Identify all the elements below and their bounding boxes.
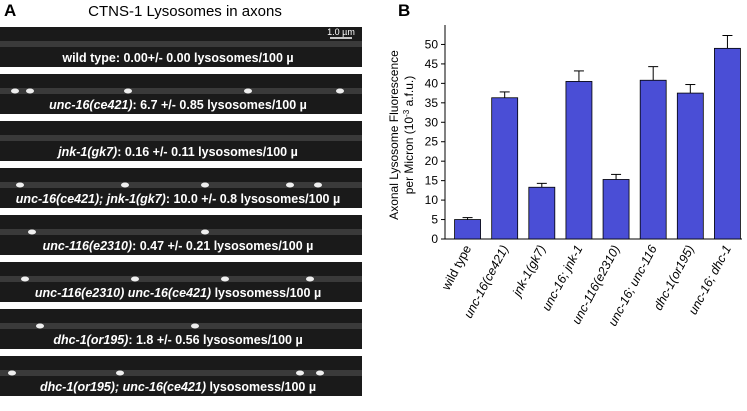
y-axis-label: per Micron (10-3 a.f.u.) (402, 76, 416, 195)
bar (639, 79, 667, 240)
lysosome-spot (36, 323, 44, 329)
bar (676, 92, 704, 240)
lysosome-spot (221, 276, 229, 282)
lysosome-spot (21, 276, 29, 282)
axon (0, 182, 362, 188)
strip-label: wild type: 0.00+/- 0.00 lysosomes/100 µ (61, 51, 293, 65)
lysosome-spot (201, 229, 209, 235)
strip-label: dhc-1(or195); unc-16(ce421) lysosomess/1… (40, 380, 316, 394)
panel-letter: A (4, 1, 16, 20)
bar (454, 219, 481, 240)
lysosome-spot (336, 88, 344, 94)
axon (0, 370, 362, 376)
gene-name: dhc-1(or195); unc-16(ce421) (40, 380, 206, 394)
strip-text: lysosomess/100 µ (206, 380, 316, 394)
y-label-part: a.f.u.) (402, 76, 416, 110)
lysosome-spot (16, 182, 24, 188)
lysosome-spot (314, 182, 322, 188)
strip-label: unc-16(ce421); jnk-1(gk7): 10.0 +/- 0.8 … (16, 192, 340, 206)
lysosome-spot (11, 88, 19, 94)
x-tick-label: wild type (439, 243, 475, 293)
y-label-sup: -3 (402, 109, 411, 117)
gene-name: dhc-1(or195) (53, 333, 128, 347)
bar (602, 179, 630, 240)
y-tick-label: 0 (431, 232, 438, 246)
panel-letter: B (398, 1, 410, 20)
gene-name: jnk-1(gk7) (56, 145, 117, 159)
axon (0, 41, 362, 47)
lysosome-spot (286, 182, 294, 188)
y-tick-label: 10 (425, 193, 439, 207)
y-tick-label: 5 (431, 213, 438, 227)
y-axis-label: Axonal Lysosome Fluorescence (387, 50, 401, 220)
strip-text: : 0.16 +/- 0.11 lysosomes/100 µ (117, 145, 298, 159)
y-tick-label: 35 (425, 96, 439, 110)
y-tick-label: 25 (425, 135, 439, 149)
lysosome-spot (316, 370, 324, 376)
lysosome-spot (191, 323, 199, 329)
axon (0, 88, 362, 94)
lysosome-spot (124, 88, 132, 94)
strip-label: unc-116(e2310): 0.47 +/- 0.21 lysosomes/… (43, 239, 314, 253)
strip-label: unc-116(e2310) unc-16(ce421) lysosomess/… (35, 286, 321, 300)
axon (0, 276, 362, 282)
bar (714, 47, 741, 240)
y-tick-label: 20 (425, 154, 439, 168)
strip-label: dhc-1(or195): 1.8 +/- 0.56 lysosomes/100… (53, 333, 302, 347)
lysosome-spot (121, 182, 129, 188)
strip-text: : 1.8 +/- 0.56 lysosomes/100 µ (128, 333, 302, 347)
strip-text: wild type: 0.00+/- 0.00 lysosomes/100 µ (61, 51, 293, 65)
lysosome-spot (131, 276, 139, 282)
bar (491, 97, 519, 240)
axon (0, 229, 362, 235)
y-label-part: per Micron (10 (402, 117, 416, 195)
lysosome-spot (296, 370, 304, 376)
scale-bar-label: 1.0 µm (327, 27, 355, 37)
strip-text: : 6.7 +/- 0.85 lysosomes/100 µ (133, 98, 307, 112)
strip-label: jnk-1(gk7): 0.16 +/- 0.11 lysosomes/100 … (56, 145, 298, 159)
strip-text: : 10.0 +/- 0.8 lysosomes/100 µ (166, 192, 340, 206)
lysosome-spot (28, 229, 36, 235)
gene-name: unc-116(e2310) unc-16(ce421) (35, 286, 211, 300)
strip-text: : 0.47 +/- 0.21 lysosomes/100 µ (132, 239, 313, 253)
lysosome-spot (201, 182, 209, 188)
bar (528, 186, 556, 240)
y-tick-label: 30 (425, 115, 439, 129)
bar (565, 81, 593, 240)
x-tick-label: jnk-1(gk7) (509, 243, 548, 300)
y-tick-label: 40 (425, 76, 439, 90)
y-tick-label: 15 (425, 174, 439, 188)
lysosome-spot (244, 88, 252, 94)
strip-label: unc-16(ce421): 6.7 +/- 0.85 lysosomes/10… (49, 98, 307, 112)
lysosome-spot (116, 370, 124, 376)
lysosome-spot (26, 88, 34, 94)
lysosome-spot (306, 276, 314, 282)
gene-name: unc-116(e2310) (43, 239, 132, 253)
axon (0, 323, 362, 329)
axon (0, 135, 362, 141)
y-tick-label: 50 (425, 37, 439, 51)
gene-name: unc-16(ce421); jnk-1(gk7) (16, 192, 166, 206)
y-tick-label: 45 (425, 57, 439, 71)
gene-name: unc-16(ce421) (49, 98, 132, 112)
strip-text: lysosomess/100 µ (211, 286, 321, 300)
lysosome-spot (8, 370, 16, 376)
panel-title: CTNS-1 Lysosomes in axons (88, 3, 282, 20)
